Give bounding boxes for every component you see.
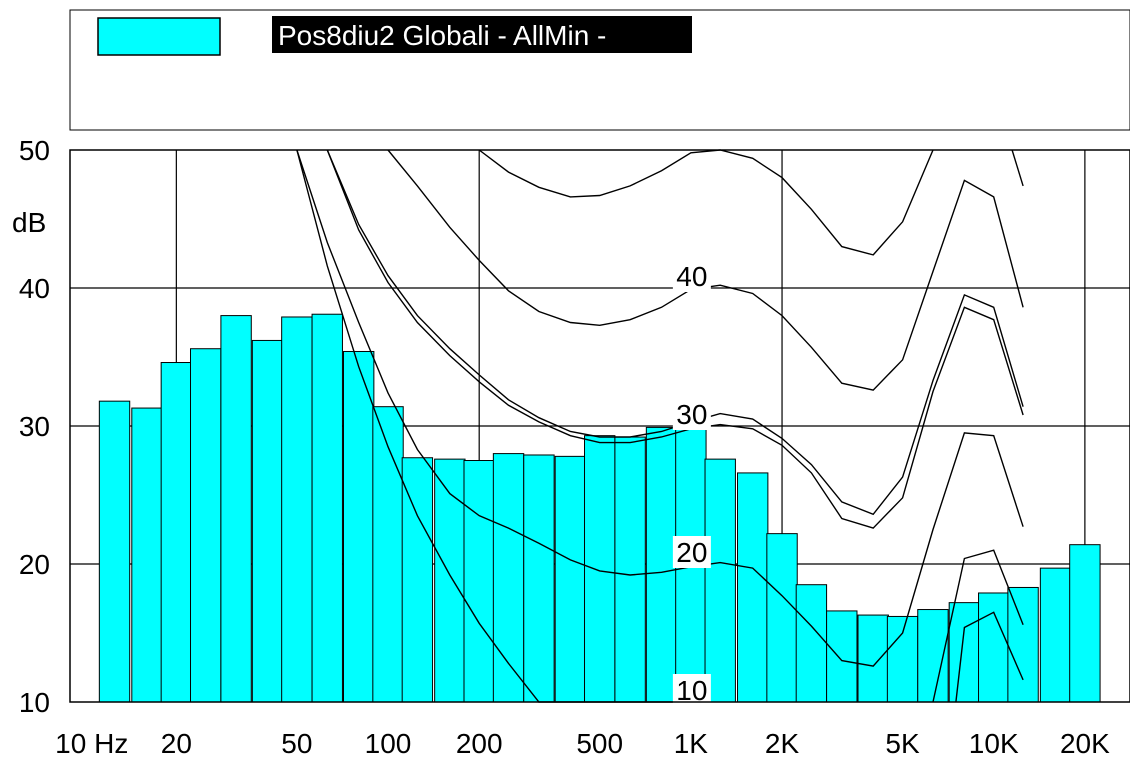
bar xyxy=(826,610,858,703)
bar xyxy=(434,458,466,703)
contour-line xyxy=(296,149,1024,667)
bar xyxy=(704,458,736,703)
contour-label: 10 xyxy=(676,675,707,706)
bar xyxy=(251,339,284,703)
bar xyxy=(645,426,678,703)
bar xyxy=(614,436,646,703)
legend-label: Pos8diu2 Globali - AllMin - xyxy=(278,20,606,51)
contour-label: 20 xyxy=(676,537,707,568)
contour-line xyxy=(932,549,1024,703)
bars xyxy=(98,313,1101,703)
contour-line xyxy=(478,149,934,256)
x-tick-label: 20 xyxy=(161,728,192,758)
bar xyxy=(98,400,131,703)
x-tick-label: 2K xyxy=(765,728,800,758)
contour-line xyxy=(1011,149,1024,187)
bar xyxy=(554,455,587,703)
bar xyxy=(736,472,769,703)
y-tick-label: 30 xyxy=(19,411,50,442)
bar xyxy=(492,453,525,703)
y-axis-label: dB xyxy=(12,207,46,238)
contour-label-bg xyxy=(672,536,711,568)
bar xyxy=(886,615,919,703)
contour-line xyxy=(326,149,1024,529)
bar xyxy=(463,460,495,703)
legend-label-bg xyxy=(272,16,692,53)
x-tick-label: 5K xyxy=(885,728,920,758)
bar xyxy=(523,454,555,703)
contour-label: 40 xyxy=(676,261,707,292)
y-tick-label: 20 xyxy=(19,549,50,580)
y-tick-label: 10 xyxy=(19,687,50,718)
x-tick-label: 1K xyxy=(674,728,709,758)
contour-line xyxy=(955,611,1024,703)
y-tick-label: 40 xyxy=(19,273,50,304)
bar xyxy=(1007,586,1039,703)
contour-label-bg xyxy=(672,398,711,430)
bar xyxy=(281,316,313,703)
y-tick-label: 50 xyxy=(19,135,50,166)
x-tick-label: 10 Hz xyxy=(55,728,128,758)
contour-label-bg xyxy=(672,674,711,706)
bar xyxy=(948,602,981,703)
bar xyxy=(401,457,434,703)
x-tick-label: 200 xyxy=(456,728,503,758)
y-tick-labels: 10 20 30 40 50 xyxy=(19,135,50,718)
bar xyxy=(978,592,1010,703)
bar xyxy=(311,313,343,703)
bar xyxy=(1069,544,1101,703)
plot-frame xyxy=(69,149,1130,703)
x-tick-labels: 10 Hz 20 50 100 200 500 1K 2K 5K 10K 20K xyxy=(55,728,1110,758)
contour-label-bg xyxy=(672,260,711,292)
bar xyxy=(189,348,222,703)
bar xyxy=(220,315,252,703)
bar xyxy=(160,362,193,703)
legend-swatch xyxy=(97,17,221,56)
bar xyxy=(1039,567,1072,703)
bar xyxy=(342,350,375,703)
x-tick-label: 20K xyxy=(1060,728,1110,758)
bar xyxy=(584,435,616,703)
contour-labels: 10 20 30 40 xyxy=(672,260,711,706)
x-tick-label: 10K xyxy=(969,728,1019,758)
bar xyxy=(766,533,798,703)
bar xyxy=(857,614,889,703)
bar xyxy=(372,406,404,703)
x-tick-label: 100 xyxy=(365,728,412,758)
bar xyxy=(131,407,163,703)
x-tick-label: 500 xyxy=(576,728,623,758)
x-tick-label: 50 xyxy=(281,728,312,758)
bar xyxy=(795,584,828,703)
contour-label: 30 xyxy=(676,399,707,430)
